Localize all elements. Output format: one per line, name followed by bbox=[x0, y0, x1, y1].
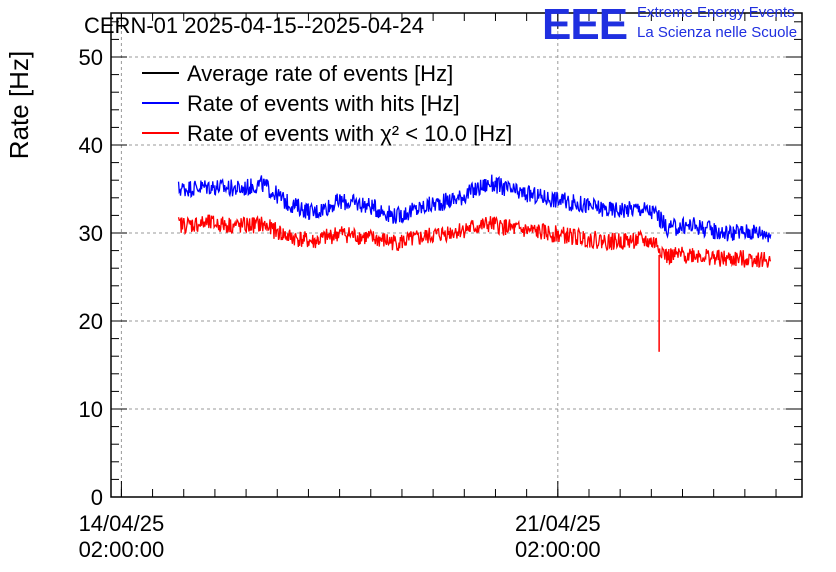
eee-logo-line1: Extreme Energy Events bbox=[637, 4, 795, 21]
y-tick-label: 0 bbox=[91, 485, 103, 510]
x-tick-label-date: 14/04/25 bbox=[79, 511, 165, 536]
axes: 0102030405014/04/2502:00:0021/04/2502:00… bbox=[79, 12, 803, 562]
plot-frame bbox=[110, 12, 803, 498]
y-tick-label: 30 bbox=[79, 221, 103, 246]
data-series bbox=[177, 174, 772, 352]
y-tick-label: 50 bbox=[79, 45, 103, 70]
eee-logo-mark: EEE bbox=[542, 0, 628, 49]
legend-entry: Rate of events with hits [Hz] bbox=[187, 91, 460, 116]
series-line bbox=[177, 214, 772, 268]
y-tick-label: 40 bbox=[79, 133, 103, 158]
x-tick-label-time: 02:00:00 bbox=[515, 537, 601, 562]
y-tick-label: 10 bbox=[79, 397, 103, 422]
y-tick-label: 20 bbox=[79, 309, 103, 334]
legend-entry: Rate of events with χ² < 10.0 [Hz] bbox=[187, 121, 512, 146]
eee-logo: EEE Extreme Energy Events La Scienza nel… bbox=[542, 0, 832, 49]
chart-title: CERN-01 2025-04-15--2025-04-24 bbox=[84, 13, 424, 38]
series-line bbox=[177, 174, 772, 243]
legend-entry: Average rate of events [Hz] bbox=[187, 61, 453, 86]
y-axis-label: Rate [Hz] bbox=[4, 51, 34, 159]
eee-logo-line2: La Scienza nelle Scuole bbox=[637, 24, 798, 41]
gridlines bbox=[111, 13, 802, 497]
x-tick-label-date: 21/04/25 bbox=[515, 511, 601, 536]
legend: Average rate of events [Hz] Rate of event… bbox=[142, 61, 512, 146]
x-tick-label-time: 02:00:00 bbox=[79, 537, 165, 562]
